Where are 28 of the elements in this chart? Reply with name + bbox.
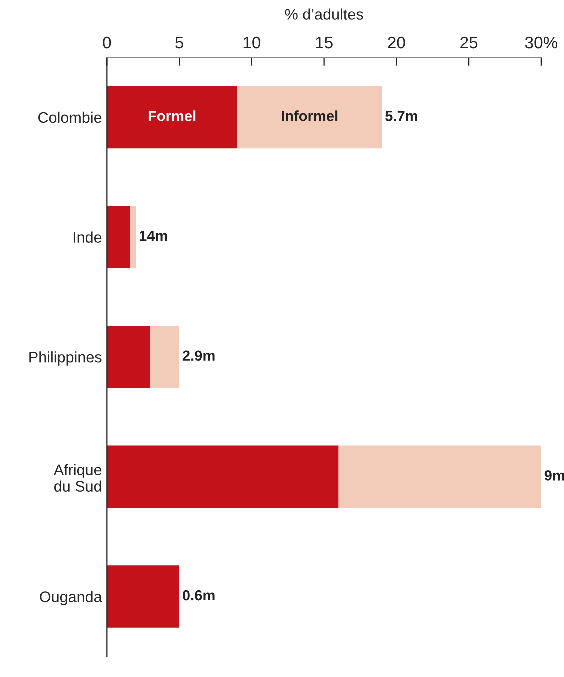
annotation: 14m bbox=[140, 231, 168, 242]
bar bbox=[130, 206, 136, 268]
x-axis-title: % d’adultes bbox=[285, 8, 364, 20]
annotation: 2.9m bbox=[182, 350, 215, 362]
bar bbox=[107, 206, 130, 268]
x-tick-label: 0 bbox=[103, 36, 112, 49]
bar bbox=[107, 566, 180, 628]
y-tick-label: Colombie bbox=[38, 112, 102, 124]
x-tick-label: 25 bbox=[460, 36, 478, 49]
annotation: 5.7m bbox=[386, 111, 418, 122]
x-tick-label: 15 bbox=[316, 37, 333, 49]
annotation: 0.6m bbox=[183, 590, 215, 601]
x-tick-label: 5 bbox=[176, 37, 184, 49]
bar bbox=[107, 446, 339, 508]
x-tick-label: 30% bbox=[525, 36, 558, 49]
y-tick-label: Ouganda bbox=[40, 591, 102, 606]
x-tick-label: 20 bbox=[388, 36, 406, 49]
x-tick-label: 10 bbox=[244, 36, 261, 49]
y-tick-label: Afrique du Sud bbox=[54, 464, 102, 492]
series-label: Formel bbox=[148, 110, 196, 122]
bar bbox=[107, 86, 238, 149]
bar bbox=[107, 326, 151, 388]
bar bbox=[237, 86, 382, 149]
y-tick-label: Inde bbox=[74, 232, 102, 243]
series-label: Informel bbox=[282, 110, 338, 122]
y-tick-label: Philippines bbox=[30, 352, 102, 366]
bar bbox=[338, 446, 542, 508]
bar bbox=[150, 326, 180, 388]
